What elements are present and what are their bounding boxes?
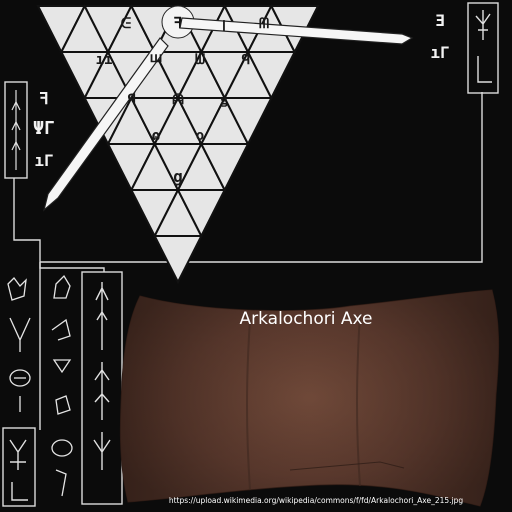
svg-text:ꟼ: ꟼ — [128, 92, 136, 108]
triangle-cell — [199, 143, 250, 193]
svg-text:ꟺ: ꟺ — [150, 50, 163, 66]
triangle-cell — [153, 235, 203, 285]
inverted-triangle-grid — [36, 3, 320, 285]
left-floating-glyphs: ꟻ ΨΓ ıΓ — [33, 89, 55, 170]
triangle-cell — [176, 189, 227, 239]
arrow-needle-icon — [42, 17, 414, 212]
glyph-box-right-top — [467, 2, 499, 94]
source-url: https://upload.wikimedia.org/wikipedia/c… — [169, 496, 464, 505]
svg-text:ǥ: ǥ — [221, 92, 228, 108]
svg-text:ıΓ: ıΓ — [430, 43, 449, 62]
svg-text:ɷ: ɷ — [152, 128, 160, 144]
glyph-box-left-top — [4, 81, 28, 179]
svg-text:ΨΓ: ΨΓ — [33, 118, 55, 139]
svg-text:ꟻ: ꟻ — [39, 89, 48, 108]
svg-text:ᗩ: ᗩ — [172, 92, 184, 108]
svg-text:ọ: ọ — [196, 128, 204, 144]
linear-a-glyph-icon — [7, 274, 73, 497]
svg-text:ᕮ: ᕮ — [121, 16, 131, 32]
svg-text:ᗯ: ᗯ — [195, 52, 205, 68]
glyph-box-bottom-left — [2, 427, 36, 507]
svg-text:ꞁ: ꞁ — [222, 16, 226, 32]
svg-text:g: g — [173, 167, 183, 186]
triangle-cell — [246, 51, 297, 101]
triangle-glyphs: ᕮ ꞁ ᗰ ıı ꟺ ᗯ ᑫ ꟼ ᗩ ǥ ɷ ọ g — [96, 16, 269, 186]
svg-text:ıΓ: ıΓ — [34, 151, 53, 170]
glyph-box-middle-column — [81, 271, 123, 505]
svg-text:Ǝ: Ǝ — [435, 11, 445, 30]
svg-text:ıı: ıı — [96, 52, 113, 68]
triangle-cell — [223, 97, 273, 147]
axe-title: Arkalochori Axe — [240, 309, 373, 329]
svg-text:ᗰ: ᗰ — [259, 16, 269, 32]
double-axe-photo — [119, 289, 500, 507]
right-floating-glyphs: Ǝ ıΓ — [430, 11, 449, 62]
svg-text:ᑫ: ᑫ — [242, 52, 251, 68]
svg-text:ꟻ: ꟻ — [174, 14, 183, 32]
